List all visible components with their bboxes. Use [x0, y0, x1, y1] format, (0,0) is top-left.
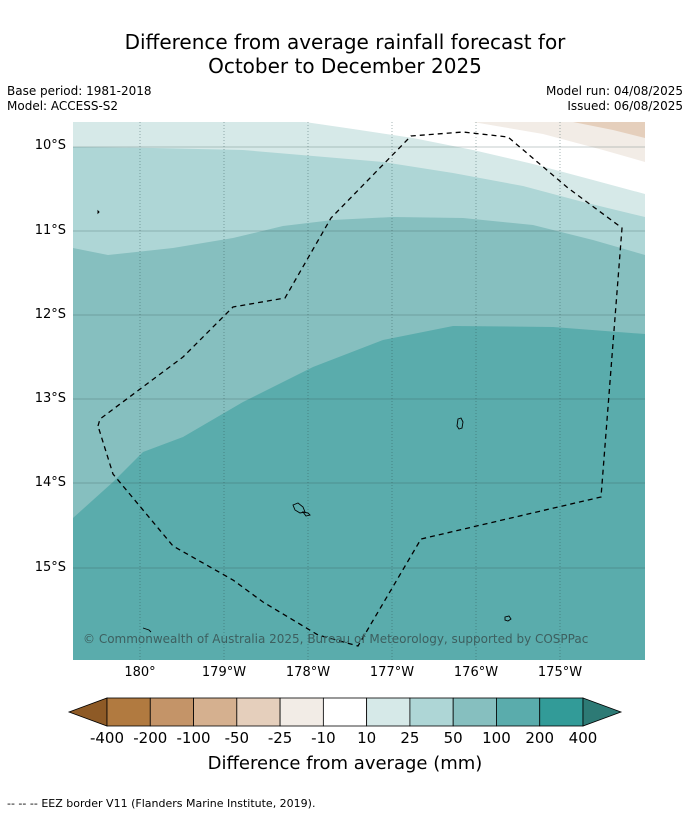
chart-title: Difference from average rainfall forecas…	[0, 30, 690, 78]
colorbar-bin	[496, 697, 541, 727]
colorbar-bin	[149, 697, 194, 727]
colorbar-tick-label: 200	[525, 729, 555, 747]
map-svg	[73, 122, 645, 660]
colorbar-tick-label: -50	[224, 729, 250, 747]
colorbar-title: Difference from average (mm)	[207, 753, 483, 774]
lat-label-12s: 12°S	[34, 307, 66, 322]
colorbar-tick-label: -200	[133, 729, 168, 747]
lat-label-13s: 13°S	[34, 391, 66, 406]
colorbar-tick-label: -10	[311, 729, 336, 747]
colorbar-bin	[193, 697, 238, 727]
title-line-2: October to December 2025	[208, 54, 482, 78]
band-minus-25-10	[473, 122, 645, 162]
colorbar-extend-low	[67, 697, 108, 727]
model-name: Model: ACCESS-S2	[7, 99, 119, 113]
colorbar-tick-label: 10	[357, 729, 377, 747]
graticule	[73, 146, 645, 569]
band-minus-50-25	[573, 122, 645, 138]
colorbar-bin	[279, 697, 324, 727]
colorbar-bin	[539, 697, 584, 727]
eez-legend: -- -- -- EEZ border V11 (Flanders Marine…	[7, 797, 315, 810]
lat-label-10s: 10°S	[34, 138, 66, 153]
lon-label-176w: 176°W	[453, 665, 499, 680]
title-line-1: Difference from average rainfall forecas…	[124, 30, 566, 54]
colorbar-bins	[106, 697, 584, 727]
colorbar-tick-label: -400	[89, 729, 125, 747]
colorbar	[67, 697, 623, 727]
base-period: Base period: 1981-2018	[7, 84, 152, 98]
lat-label-15s: 15°S	[34, 560, 66, 575]
island-small-2	[504, 615, 512, 622]
lon-label-178w: 178°W	[285, 665, 331, 680]
copyright-notice: © Commonwealth of Australia 2025, Bureau…	[83, 632, 589, 646]
colorbar-extend-high	[582, 697, 623, 727]
lon-label-179w: 179°W	[201, 665, 247, 680]
colorbar-tick-label: -25	[267, 729, 293, 747]
eez-legend-text: EEZ border V11 (Flanders Marine Institut…	[41, 797, 316, 810]
island-futuna	[456, 417, 464, 430]
rainfall-map: © Commonwealth of Australia 2025, Bureau…	[73, 122, 645, 660]
lat-label-14s: 14°S	[34, 475, 66, 490]
colorbar-bin	[452, 697, 497, 727]
lon-label-175w: 175°W	[537, 665, 583, 680]
colorbar-tick-label: -100	[176, 729, 211, 747]
lon-label-177w: 177°W	[369, 665, 415, 680]
eez-legend-symbol: -- -- --	[7, 797, 38, 810]
issued-date: Issued: 06/08/2025	[567, 99, 683, 113]
colorbar-bin	[366, 697, 411, 727]
eez-border	[97, 131, 623, 647]
colorbar-bin	[236, 697, 281, 727]
colorbar-bin	[322, 697, 368, 727]
island-small-1	[301, 511, 311, 517]
meta-left: Base period: 1981-2018 Model: ACCESS-S2	[7, 84, 152, 114]
model-run: Model run: 04/08/2025	[545, 84, 683, 98]
colorbar-bin	[106, 697, 151, 727]
island-small-3	[142, 627, 152, 633]
lon-label-180: 180°	[124, 665, 156, 680]
colorbar-tick-label: 25	[400, 729, 420, 747]
colorbar-bin	[409, 697, 454, 727]
lat-label-11s: 11°S	[34, 223, 66, 238]
colorbar-tick-label: 50	[443, 729, 463, 747]
colorbar-tick-label: 100	[482, 729, 511, 747]
island-rotuma	[97, 209, 100, 215]
meta-right: Model run: 04/08/2025 Issued: 06/08/2025	[546, 84, 683, 114]
colorbar-tick-label: 400	[568, 729, 598, 747]
